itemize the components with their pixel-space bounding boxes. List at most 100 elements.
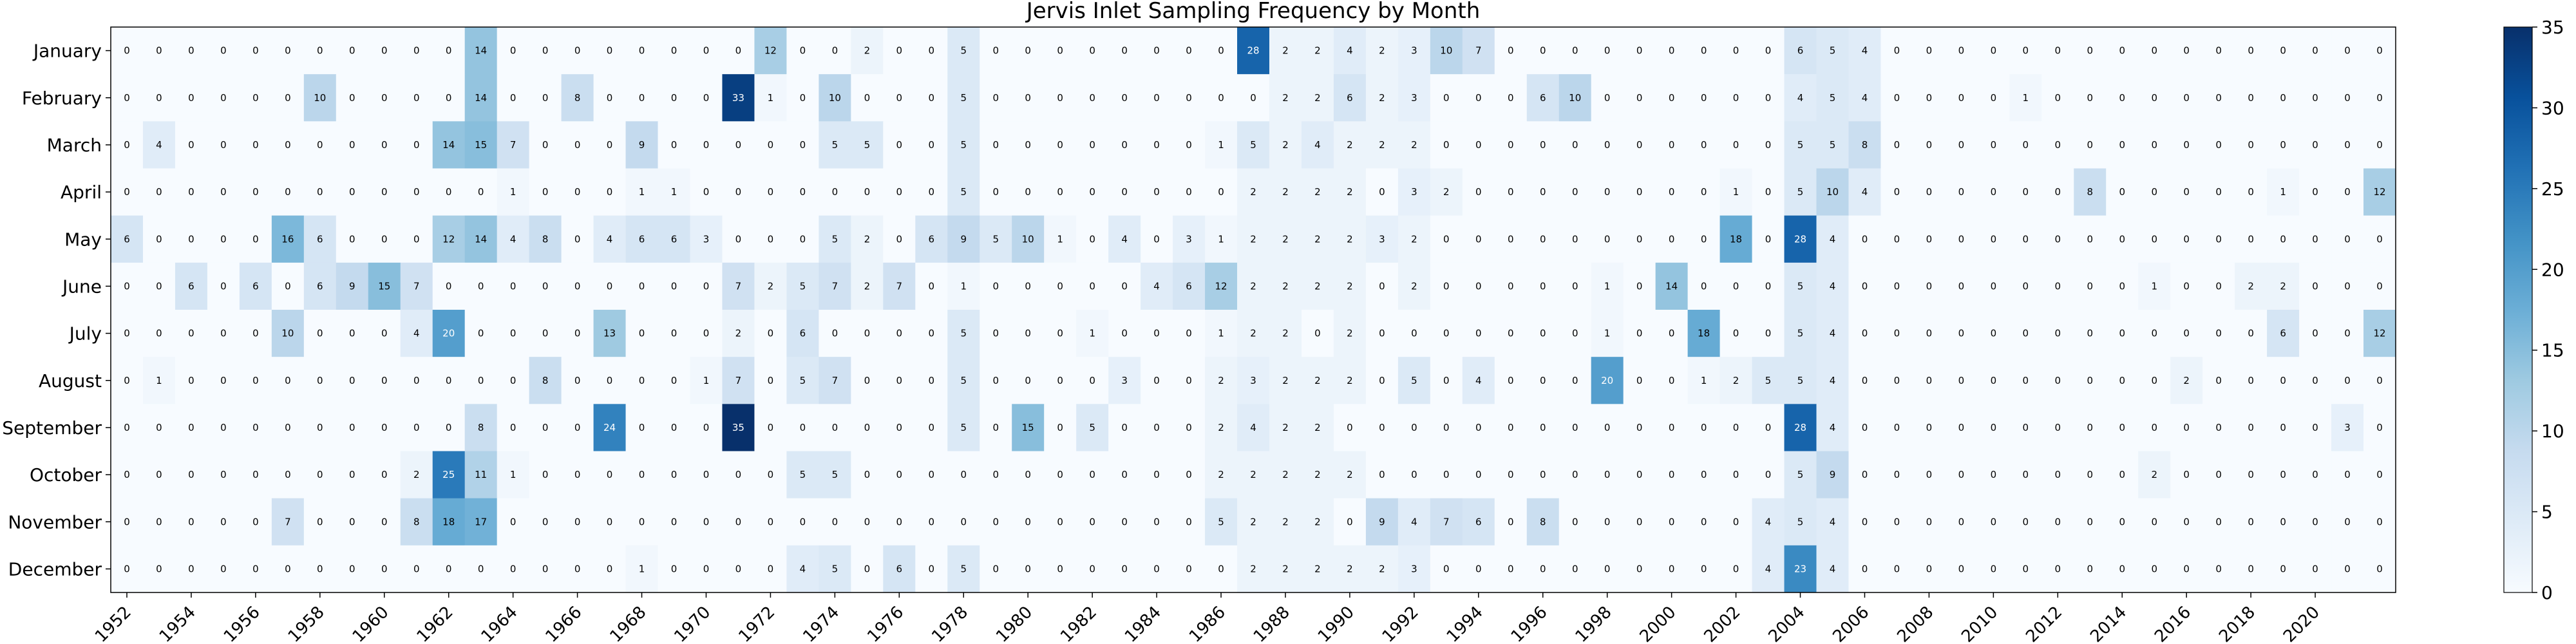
cell-value-label: 0 xyxy=(220,469,227,480)
heatmap-cell xyxy=(980,498,1012,546)
heatmap-cell xyxy=(1012,451,1045,499)
heatmap-cell xyxy=(851,262,884,310)
cell-value-label: 0 xyxy=(574,469,581,480)
cell-value-label: 0 xyxy=(1186,328,1192,339)
cell-value-label: 8 xyxy=(1862,139,1868,151)
cell-value-label: 0 xyxy=(1121,469,1128,480)
heatmap-cell xyxy=(1397,121,1431,169)
heatmap-cell xyxy=(754,168,787,216)
heatmap-cell xyxy=(239,168,272,216)
cell-value-label: 2 xyxy=(864,280,871,292)
heatmap-cell xyxy=(1977,121,2010,169)
heatmap-cell xyxy=(111,451,144,499)
heatmap-cell xyxy=(1333,498,1367,546)
cell-value-label: 0 xyxy=(317,422,323,433)
cell-value-label: 0 xyxy=(381,422,388,433)
x-tick-label: 2008 xyxy=(1893,603,1937,644)
cell-value-label: 4 xyxy=(1830,422,1836,433)
cell-value-label: 0 xyxy=(252,92,259,104)
cell-value-label: 12 xyxy=(764,45,777,57)
cell-value-label: 0 xyxy=(2248,45,2254,57)
heatmap-cell xyxy=(915,451,948,499)
heatmap-cell xyxy=(529,404,562,451)
cell-value-label: 0 xyxy=(1218,45,1224,57)
cell-value-label: 0 xyxy=(1636,422,1643,433)
cell-value-label: 0 xyxy=(671,45,677,57)
cell-value-label: 0 xyxy=(220,45,227,57)
cell-value-label: 15 xyxy=(378,280,390,292)
heatmap-cell xyxy=(1848,74,1881,122)
heatmap-cell xyxy=(142,27,176,75)
cell-value-label: 0 xyxy=(2087,328,2093,339)
heatmap-cell xyxy=(1237,451,1270,499)
cell-value-label: 0 xyxy=(188,92,194,104)
cell-value-label: 5 xyxy=(1089,422,1095,433)
cell-value-label: 5 xyxy=(832,563,838,574)
cell-value-label: 0 xyxy=(1153,45,1160,57)
cell-value-label: 2 xyxy=(1250,516,1256,527)
heatmap-cell xyxy=(883,27,916,75)
heatmap-cell xyxy=(2106,262,2139,310)
heatmap-cell xyxy=(722,215,755,263)
heatmap-cell xyxy=(336,121,369,169)
cell-value-label: 0 xyxy=(1669,139,1675,151)
cell-value-label: 2 xyxy=(1282,280,1289,292)
heatmap-cell xyxy=(1237,27,1270,75)
heatmap-cell xyxy=(207,168,240,216)
cell-value-label: 0 xyxy=(864,516,871,527)
heatmap-cell xyxy=(1108,121,1141,169)
cell-value-label: 0 xyxy=(1636,563,1643,574)
heatmap-cell xyxy=(497,215,530,263)
heatmap-cell xyxy=(1591,545,1624,593)
heatmap-cell xyxy=(1945,168,1978,216)
heatmap-cell xyxy=(1076,357,1109,404)
cell-value-label: 0 xyxy=(703,328,710,339)
heatmap-cell xyxy=(1301,74,1334,122)
heatmap-cell xyxy=(1494,498,1528,546)
cell-value-label: 0 xyxy=(639,422,645,433)
cell-value-label: 0 xyxy=(1733,45,1739,57)
heatmap-cell xyxy=(2202,121,2235,169)
cell-value-label: 0 xyxy=(2280,233,2286,245)
heatmap-cell xyxy=(1945,215,1978,263)
heatmap-cell xyxy=(1173,121,1206,169)
heatmap-cell xyxy=(2138,357,2171,404)
cell-value-label: 0 xyxy=(478,328,484,339)
heatmap-cell xyxy=(1880,404,1913,451)
heatmap-cell xyxy=(2170,310,2203,357)
cell-value-label: 0 xyxy=(1250,92,1256,104)
cell-value-label: 0 xyxy=(1540,328,1546,339)
heatmap-cell xyxy=(1012,215,1045,263)
cell-value-label: 0 xyxy=(2023,375,2029,386)
cell-value-label: 0 xyxy=(960,469,967,480)
cell-value-label: 0 xyxy=(735,45,742,57)
heatmap-cell xyxy=(1945,404,1978,451)
cell-value-label: 0 xyxy=(768,375,774,386)
cell-value-label: 1 xyxy=(960,280,967,292)
cell-value-label: 0 xyxy=(2376,280,2383,292)
heatmap-cell xyxy=(1108,451,1141,499)
heatmap-cell xyxy=(947,545,980,593)
heatmap-cell xyxy=(1558,310,1592,357)
cell-value-label: 0 xyxy=(2055,375,2061,386)
heatmap-cell xyxy=(1784,451,1817,499)
heatmap-cell xyxy=(1173,262,1206,310)
heatmap-cell xyxy=(883,121,916,169)
heatmap-cell xyxy=(1173,27,1206,75)
heatmap-cell xyxy=(1430,404,1463,451)
cell-value-label: 2 xyxy=(1314,186,1321,198)
cell-value-label: 0 xyxy=(896,186,903,198)
heatmap-cell xyxy=(1558,74,1592,122)
cell-value-label: 0 xyxy=(896,469,903,480)
cell-value-label: 0 xyxy=(607,516,613,527)
heatmap-cell xyxy=(368,451,401,499)
heatmap-cell xyxy=(690,498,723,546)
heatmap-cell xyxy=(1494,215,1528,263)
cell-value-label: 8 xyxy=(542,375,549,386)
cell-value-label: 0 xyxy=(1057,563,1063,574)
cell-value-label: 0 xyxy=(2023,563,2029,574)
cell-value-label: 0 xyxy=(1153,328,1160,339)
cell-value-label: 0 xyxy=(671,328,677,339)
heatmap-cell xyxy=(1784,27,1817,75)
heatmap-cell xyxy=(2331,215,2364,263)
